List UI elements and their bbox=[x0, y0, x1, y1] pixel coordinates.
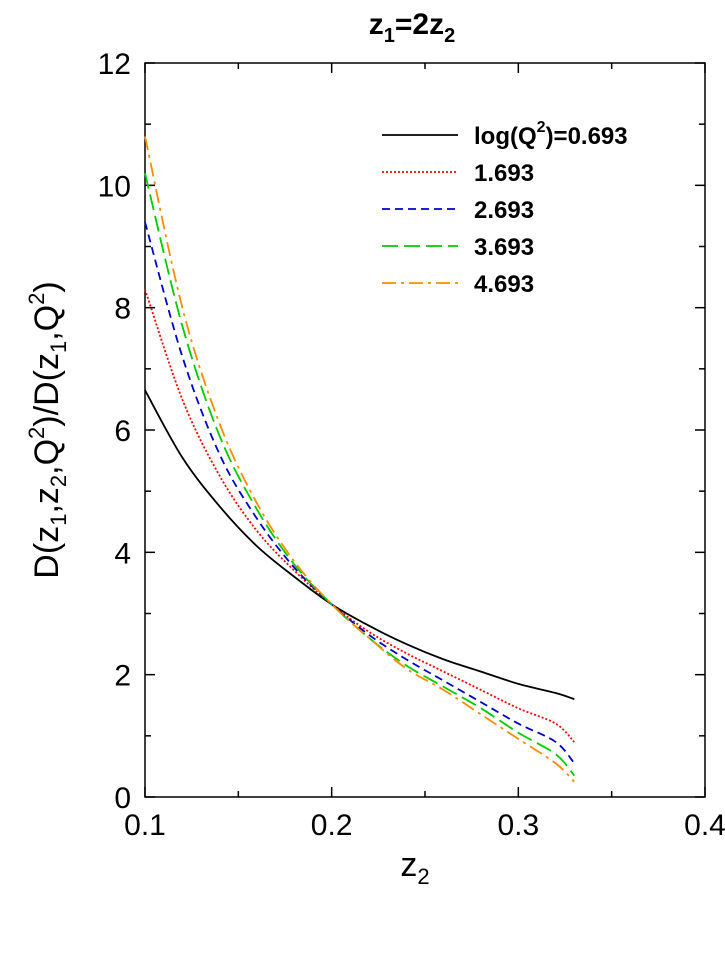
series-line-1 bbox=[144, 289, 575, 743]
legend: log(Q2)=0.693 1.693 2.693 3.693 4.693 bbox=[382, 119, 628, 298]
y-tick-label: 0 bbox=[114, 782, 131, 815]
y-tick-label: 10 bbox=[98, 170, 131, 203]
legend-label-3: 3.693 bbox=[474, 234, 534, 261]
x-tick-label: 0.1 bbox=[124, 809, 166, 842]
title-main: z bbox=[369, 8, 384, 41]
y-axis-title: D(z1,z2,Q2)/D(z1,Q2) bbox=[24, 281, 71, 578]
y-tick-label: 4 bbox=[114, 537, 131, 570]
legend-label-2: 2.693 bbox=[474, 197, 534, 224]
plot-frame bbox=[144, 62, 706, 798]
legend-label-1: 1.693 bbox=[474, 160, 534, 187]
y-tick-label: 12 bbox=[98, 48, 131, 81]
series-line-2 bbox=[144, 221, 576, 764]
x-axis-title-sub: 2 bbox=[417, 864, 429, 889]
series-line-0 bbox=[144, 389, 575, 700]
y-tick-label: 2 bbox=[114, 660, 131, 693]
series-lines bbox=[144, 136, 576, 783]
legend-label-0: log(Q2)=0.693 bbox=[474, 119, 628, 150]
series-line-3 bbox=[144, 172, 576, 777]
x-tick-label: 0.3 bbox=[497, 809, 539, 842]
chart-title: z1=2z2 bbox=[369, 8, 455, 47]
ticks bbox=[144, 62, 706, 798]
series-line-4 bbox=[144, 136, 575, 783]
tick-labels: 0.1 0.2 0.3 0.4 0 2 4 6 8 10 12 bbox=[98, 48, 725, 842]
y-tick-label: 8 bbox=[114, 293, 131, 326]
title-sub2: 2 bbox=[444, 25, 455, 47]
y-tick-label: 6 bbox=[114, 415, 131, 448]
title-sub1: 1 bbox=[384, 25, 395, 47]
plot-border bbox=[144, 62, 706, 798]
x-axis-title: z2 bbox=[400, 846, 429, 889]
x-tick-label: 0.2 bbox=[311, 809, 353, 842]
x-axis-title-main: z bbox=[400, 846, 417, 884]
legend-label-4: 4.693 bbox=[474, 271, 534, 298]
title-mid: =2z bbox=[395, 8, 444, 41]
x-tick-label: 0.4 bbox=[684, 809, 725, 842]
